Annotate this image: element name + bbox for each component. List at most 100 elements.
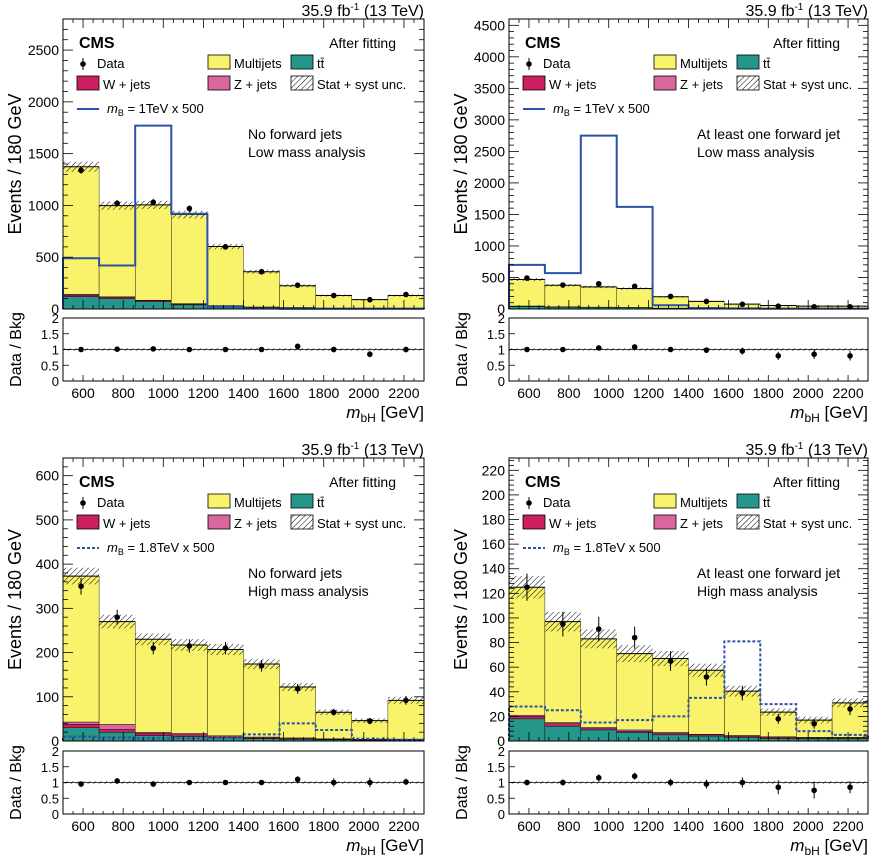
y-tick-label: 200 [36,645,60,661]
ratio-y-tick-label: 0.5 [41,791,59,806]
x-axis-unit: [GeV] [820,836,868,855]
y-tick-label: 60 [489,659,505,675]
legend-signal-rest: = 1TeV x 500 [570,101,650,116]
y-tick-label: 600 [36,468,60,484]
ratio-point-3 [631,773,638,779]
bar-multijets-9 [387,700,425,740]
legend-zjets-label: Z + jets [234,77,277,92]
ratio-y-tick-label: 1.5 [41,327,59,342]
data-point-1 [560,282,566,288]
y-tick-label: 0 [497,301,505,317]
bar-multijets-2 [580,638,617,728]
ratio-y-tick-label: 1 [52,776,59,791]
ratio-panel: 00.511.52 [487,311,869,389]
lumi-value: 35.9 fb [746,3,795,20]
data-point-3 [631,634,638,641]
legend: Data Multijets tt̄ W + jets Z + jets Stat + s… [76,493,406,557]
lumi-sup: -1 [794,441,803,452]
note-analysis: Low mass analysis [248,144,366,160]
ratio-y-tick-label: 1 [498,776,505,791]
x-axis-m: m [790,836,804,855]
ratio-point-8 [811,351,817,358]
legend-data-marker [80,500,86,506]
note-category: No forward jets [248,126,342,142]
x-tick-label: 1400 [673,818,704,834]
x-axis-m: m [346,836,360,855]
data-point-2 [595,626,602,632]
x-axis-m: m [346,403,360,422]
legend-signal-m: m [553,101,564,116]
x-tick-label: 2200 [832,818,863,834]
bar-multijets-7 [315,712,353,739]
ratio-y-tick-label: 0.5 [41,358,59,373]
x-tick-label: 600 [71,818,95,834]
y-tick-label: 3500 [474,80,505,96]
data-point-6 [294,282,301,288]
data-point-0 [524,584,530,590]
ratio-point-9 [403,779,409,785]
bar-multijets-6 [279,285,316,308]
signal-line [508,640,869,741]
legend-ttbar-label: tt̄ [317,495,325,510]
ratio-point-8 [367,779,373,786]
ratio-point-2 [595,774,602,781]
x-tick-label: 800 [557,818,581,834]
ratio-y-tick-label: 1 [498,343,505,358]
data-point-5 [258,663,265,669]
bar-multijets-4 [207,246,244,306]
ratio-point-8 [811,787,817,794]
y-tick-label: 3000 [474,112,505,128]
y-tick-label: 2500 [28,42,59,58]
data-point-3 [631,283,638,290]
data-point-4 [667,293,674,300]
bar-ttbar-1 [544,726,582,742]
x-tick-label: 600 [71,385,95,401]
x-axis-sub: bH [804,844,819,857]
ratio-point-1 [114,346,120,352]
ratio-point-7 [775,353,782,359]
bar-multijets-3 [171,644,208,734]
y-tick-label: 500 [482,269,506,285]
data-point-1 [114,614,120,620]
legend-multijets-label: Multijets [680,56,728,71]
legend-wjets-swatch [522,514,546,530]
x-tick-label: 1000 [593,818,624,834]
x-tick-label: 1000 [148,818,179,834]
ratio-point-4 [667,779,674,786]
y-tick-label: 0 [51,301,59,317]
bar-ttbar-0 [508,718,546,742]
note-analysis: High mass analysis [697,583,818,599]
data-point-3 [186,643,193,649]
ratio-y-tick-label: 2 [52,744,59,759]
legend-signal-sub: B [118,108,124,118]
energy-label: (13 TeV) [803,442,868,459]
bar-multijets-1 [544,285,582,307]
bar-wjets-0 [62,723,100,728]
legend-unc-swatch [290,514,314,530]
bar-multijets-5 [243,663,280,738]
note-category: No forward jets [248,565,342,581]
bar-multijets-2 [134,639,172,733]
x-tick-label: 2200 [388,385,419,401]
x-tick-label: 1200 [633,818,664,834]
bar-zjets-0 [62,721,100,725]
fit-label: After fitting [773,474,840,490]
ratio-point-4 [667,346,674,353]
x-axis-title: mbH [GeV] [790,836,868,857]
x-tick-label: 1000 [593,385,624,401]
data-point-6 [739,301,746,308]
ratio-point-3 [186,779,193,786]
x-tick-label: 1400 [228,385,259,401]
ratio-point-5 [258,779,265,786]
data-point-0 [78,167,84,174]
legend-data-marker [80,61,86,67]
data-point-0 [78,583,84,590]
legend-signal-m: m [107,540,118,555]
y-tick-label: 20 [489,708,505,724]
legend-zjets-swatch [653,75,677,91]
y-axis-title: Events / 180 GeV [5,529,25,670]
y-tick-label: 100 [482,610,506,626]
lumi-value: 35.9 fb [302,442,351,459]
